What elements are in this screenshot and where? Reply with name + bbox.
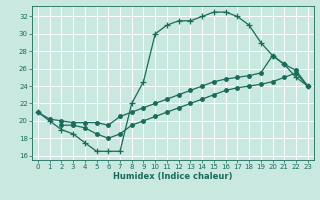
X-axis label: Humidex (Indice chaleur): Humidex (Indice chaleur) xyxy=(113,172,233,181)
